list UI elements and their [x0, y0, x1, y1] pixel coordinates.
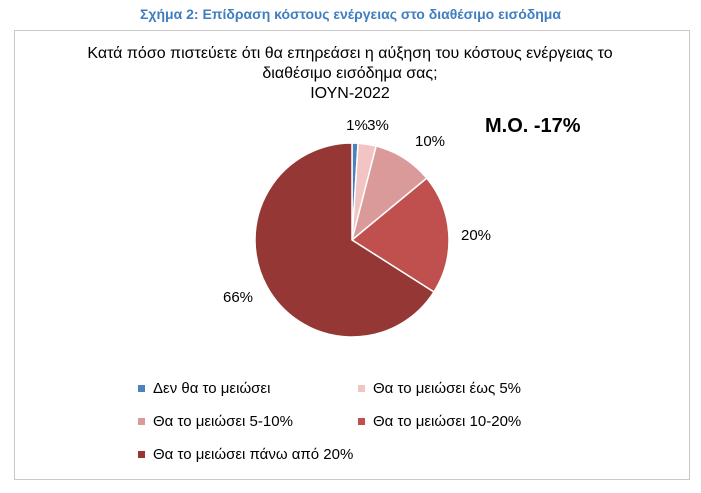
- legend-item: Θα το μειώσει πάνω από 20%: [138, 446, 353, 463]
- legend-swatch: [138, 451, 145, 458]
- legend-swatch: [358, 385, 365, 392]
- slice-data-label: 3%: [367, 117, 389, 134]
- chart-title-line-2: διαθέσιμο εισόδημα σας;: [262, 65, 438, 82]
- chart-frame: [14, 30, 690, 480]
- legend-item: Δεν θα το μειώσει: [138, 380, 270, 397]
- mean-annotation: Μ.Ο. -17%: [485, 115, 581, 137]
- pie-slice: [254, 142, 435, 338]
- legend-swatch: [358, 418, 365, 425]
- slice-data-label: 20%: [461, 227, 491, 244]
- chart-title: Κατά πόσο πιστεύετε ότι θα επηρεάσει η α…: [20, 44, 680, 104]
- slice-data-label: 66%: [223, 289, 253, 306]
- pie-slice: [350, 177, 450, 294]
- slice-data-label: 1%: [346, 117, 368, 134]
- legend-label: Θα το μειώσει πάνω από 20%: [153, 446, 354, 463]
- legend-item: Θα το μειώσει έως 5%: [358, 380, 521, 397]
- legend-swatch: [138, 385, 145, 392]
- chart-title-line-1: Κατά πόσο πιστεύετε ότι θα επηρεάσει η α…: [87, 45, 613, 62]
- figure-caption: Σχήμα 2: Επίδραση κόστους ενέργειας στο …: [140, 6, 561, 22]
- legend-item: Θα το μειώσει 10-20%: [358, 413, 521, 430]
- chart-title-line-3: ΙΟΥΝ-2022: [310, 85, 390, 102]
- legend-swatch: [138, 418, 145, 425]
- legend-item: Θα το μειώσει 5-10%: [138, 413, 293, 430]
- legend-label: Θα το μειώσει 5-10%: [153, 413, 293, 430]
- slice-data-label: 10%: [415, 133, 445, 150]
- legend-label: Θα το μειώσει έως 5%: [373, 380, 522, 397]
- legend-label: Θα το μειώσει 10-20%: [373, 413, 522, 430]
- legend-label: Δεν θα το μειώσει: [153, 380, 271, 397]
